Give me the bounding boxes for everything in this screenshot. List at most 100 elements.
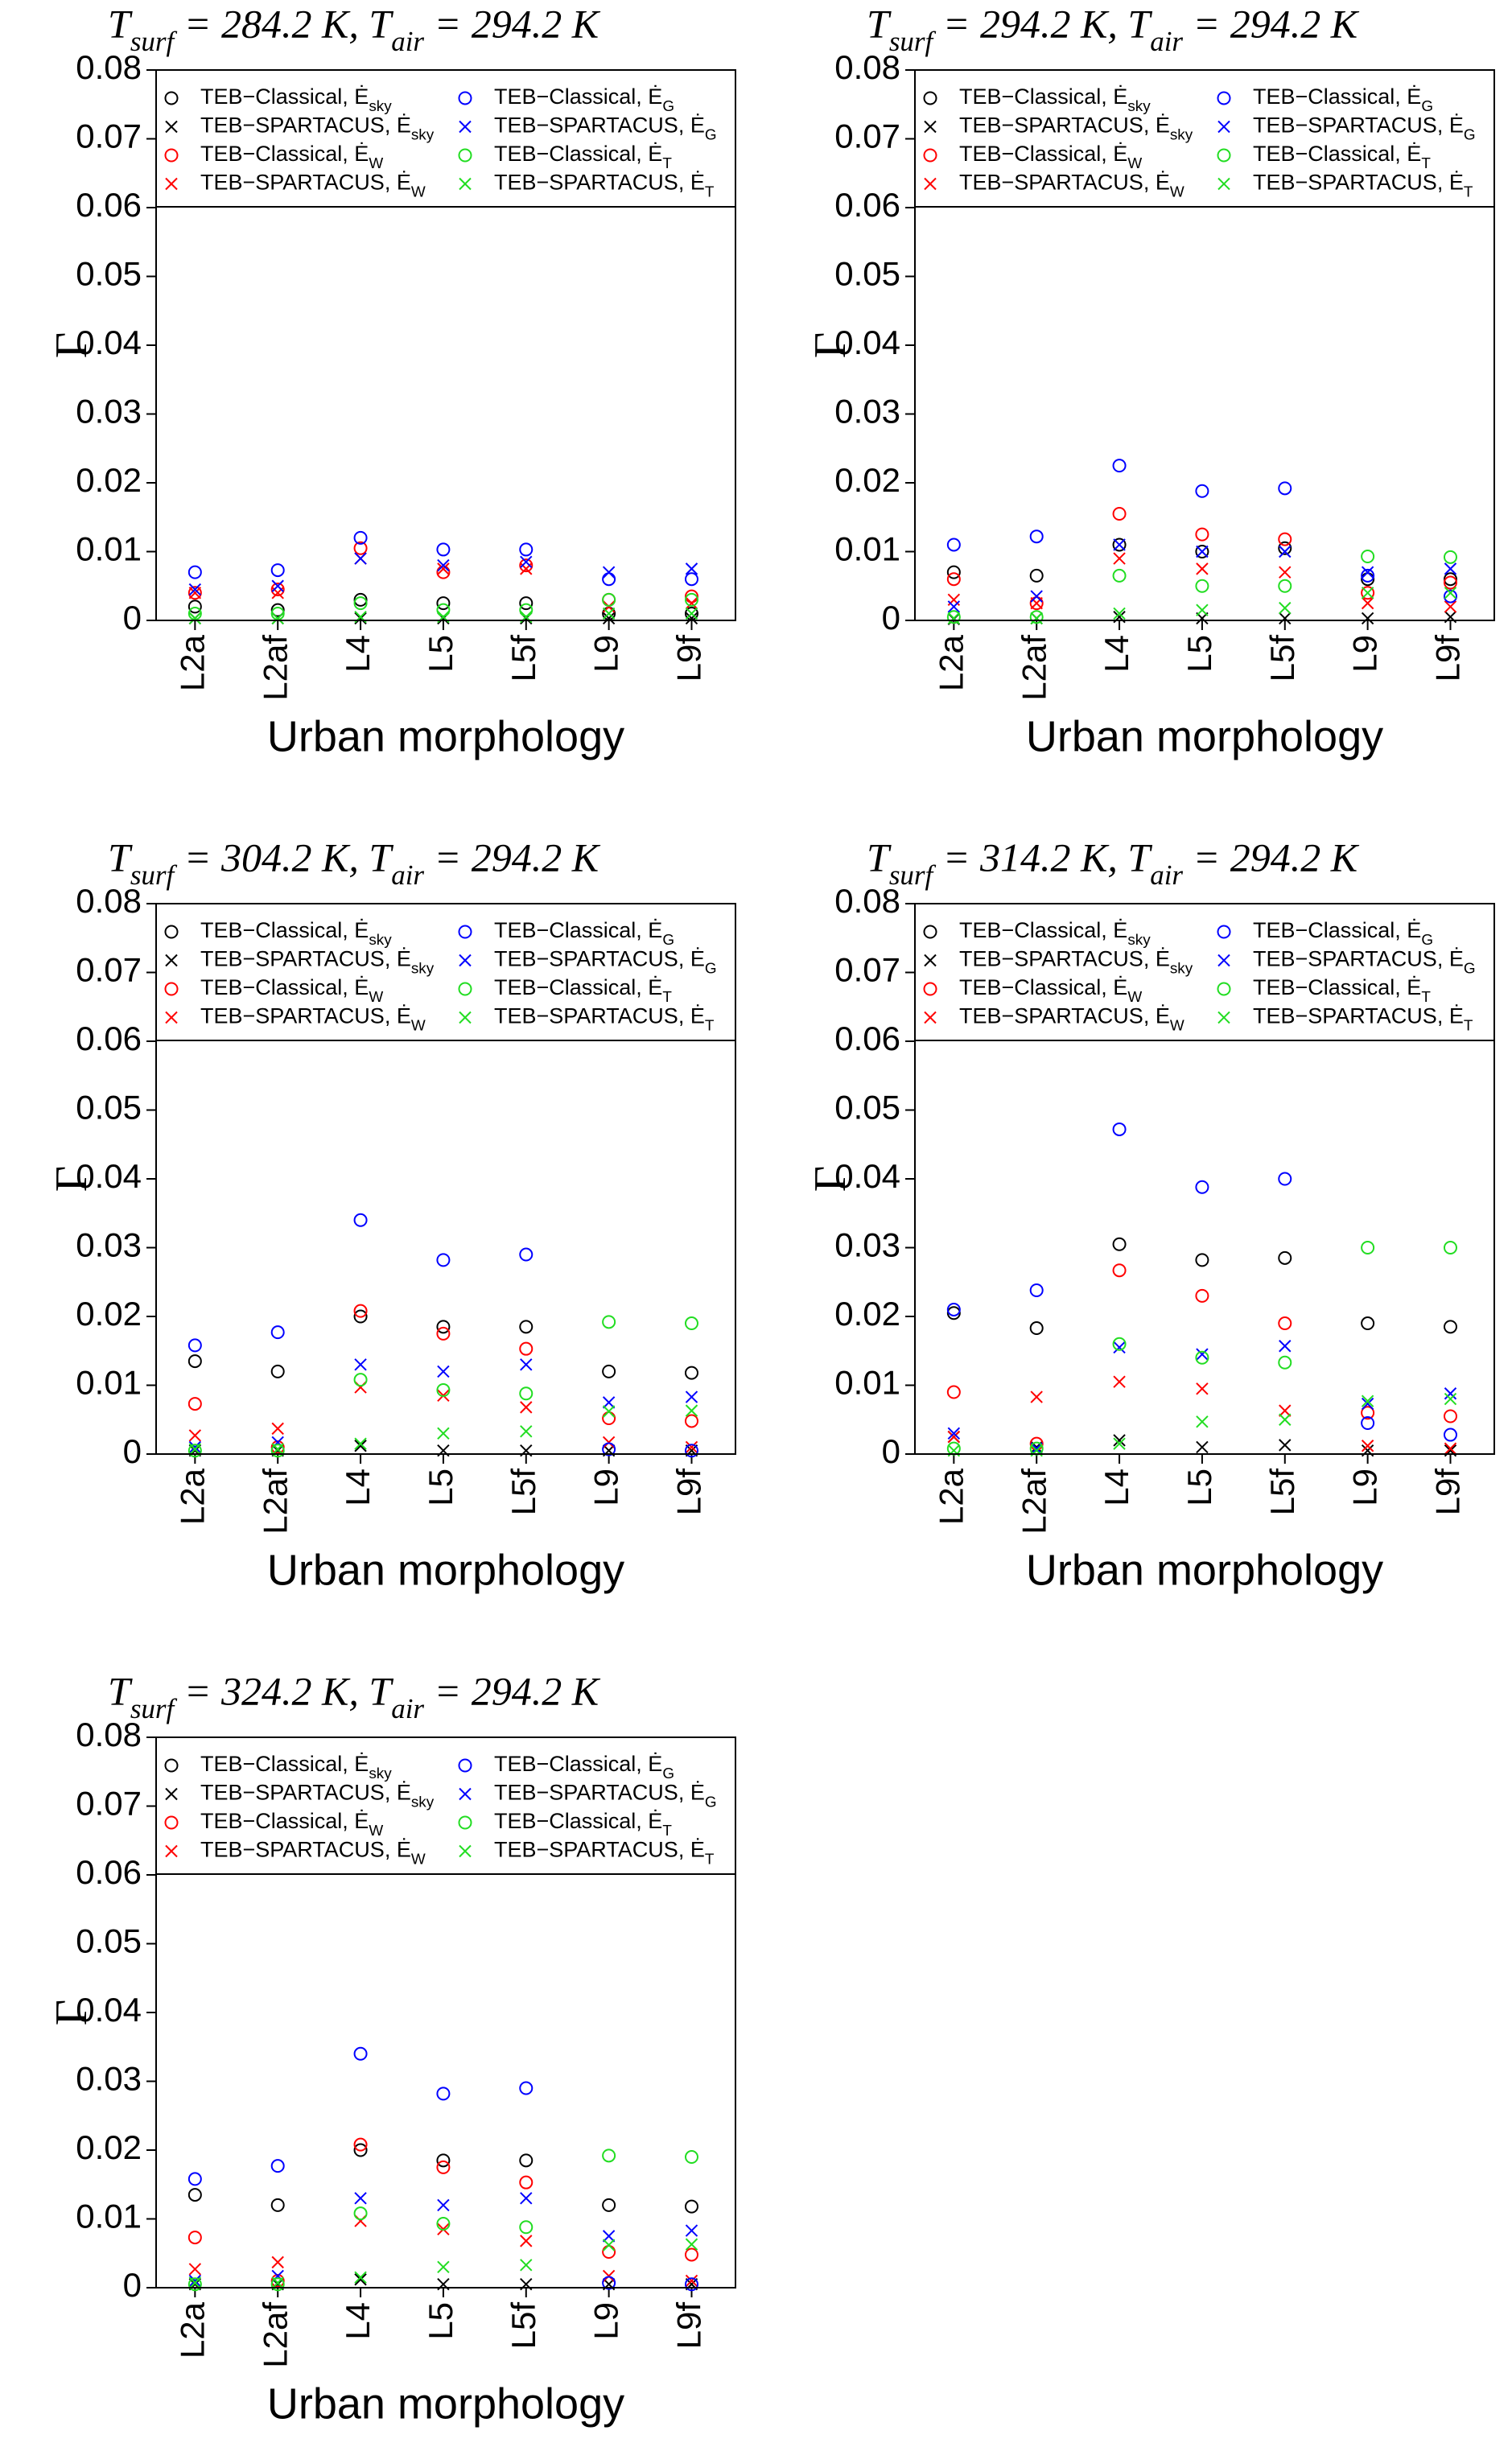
y-tick-label: 0.04 — [834, 1157, 900, 1195]
y-tick-label: 0 — [123, 599, 142, 636]
data-point — [1196, 545, 1209, 558]
legend-marker — [459, 177, 472, 191]
data-point — [520, 1401, 533, 1414]
data-point — [270, 1444, 285, 1458]
legend-marker — [164, 148, 179, 163]
y-tick-label: 0.04 — [76, 323, 142, 361]
data-point — [1195, 579, 1209, 593]
data-point — [188, 587, 202, 599]
data-point — [270, 603, 285, 617]
data-point — [602, 607, 616, 620]
data-point — [684, 1316, 698, 1331]
chart-title: Tsurf = 314.2 K, Tair = 294.2 K — [867, 834, 1360, 890]
data-point — [437, 1365, 450, 1378]
y-tick-label: 0.05 — [76, 255, 142, 293]
data-point — [1112, 1237, 1127, 1251]
legend-marker — [923, 982, 937, 996]
data-point — [187, 2277, 202, 2292]
data-point — [519, 1320, 534, 1334]
chart-title: Tsurf = 324.2 K, Tair = 294.2 K — [108, 1668, 601, 1724]
legend-marker — [1217, 982, 1231, 996]
data-point — [519, 1386, 534, 1401]
data-point — [684, 1414, 698, 1428]
data-point — [1195, 545, 1209, 558]
data-point — [602, 2230, 616, 2243]
data-point — [684, 592, 698, 607]
data-point — [271, 579, 284, 592]
plot-frame — [155, 903, 736, 1455]
data-point — [946, 1441, 961, 1456]
x-tick-label: L5f — [505, 1469, 542, 1516]
data-point — [946, 1385, 961, 1399]
data-point — [353, 541, 368, 555]
data-point — [684, 2247, 698, 2262]
x-axis-label: Urban morphology — [267, 2379, 624, 2428]
legend-marker — [164, 1758, 179, 1773]
data-point — [187, 599, 202, 614]
data-point — [354, 2271, 367, 2284]
x-tick-label: L5 — [422, 1469, 459, 1506]
data-point — [1196, 1348, 1209, 1361]
data-point — [685, 596, 698, 610]
data-point — [354, 1358, 367, 1371]
data-point — [187, 1338, 202, 1353]
y-tick-label: 0.08 — [834, 48, 900, 86]
y-tick-label: 0.06 — [834, 186, 900, 224]
legend-marker — [459, 1844, 472, 1858]
legend-marker — [165, 1011, 178, 1024]
data-point — [188, 1440, 202, 1454]
data-point — [1361, 1397, 1374, 1411]
x-tick-label: L9 — [1346, 635, 1384, 673]
data-point — [685, 2238, 698, 2251]
data-point — [271, 2276, 284, 2289]
data-point — [519, 2153, 534, 2168]
data-point — [602, 2239, 616, 2251]
data-point — [270, 563, 285, 578]
data-point — [270, 2273, 285, 2288]
data-point — [270, 2198, 285, 2212]
y-tick-label: 0.06 — [76, 186, 142, 224]
data-point — [187, 2172, 202, 2186]
data-point — [1443, 1427, 1457, 1442]
y-tick-label: 0.03 — [834, 393, 900, 431]
data-point — [353, 592, 368, 607]
data-point — [436, 2153, 451, 2168]
data-point — [1029, 610, 1044, 624]
x-tick-label: L2af — [1015, 635, 1053, 701]
data-point — [436, 1326, 451, 1341]
x-tick-label: L5f — [1263, 635, 1301, 682]
data-point — [436, 2216, 451, 2231]
data-point — [188, 612, 202, 625]
data-point — [436, 1320, 451, 1334]
data-point — [271, 2256, 284, 2269]
y-tick-label: 0.01 — [76, 2198, 142, 2235]
data-point — [1444, 1392, 1457, 1406]
data-point — [684, 2277, 698, 2292]
data-point — [602, 2198, 616, 2212]
y-axis-label: Γ — [47, 1166, 97, 1192]
x-tick-label: L2a — [173, 634, 211, 691]
x-tick-label: L9 — [1346, 1469, 1384, 1506]
legend-marker — [1217, 954, 1230, 967]
y-tick-label: 0.03 — [76, 1226, 142, 1264]
legend-marker — [164, 925, 179, 939]
y-tick-label: 0.02 — [834, 461, 900, 499]
data-point — [1195, 527, 1209, 542]
data-point — [520, 2192, 533, 2205]
data-point — [187, 2231, 202, 2245]
data-point — [1278, 579, 1292, 593]
data-point — [1112, 1122, 1127, 1136]
data-point — [1196, 1440, 1209, 1454]
y-tick-label: 0.08 — [76, 1716, 142, 1753]
data-point — [1112, 506, 1127, 521]
data-point — [1112, 1263, 1127, 1278]
data-point — [602, 1315, 616, 1329]
data-point — [684, 606, 698, 620]
data-point — [684, 1366, 698, 1380]
y-tick-label: 0.06 — [76, 1853, 142, 1891]
data-point — [602, 566, 616, 579]
data-point — [353, 1373, 368, 1387]
legend-marker — [459, 1011, 472, 1024]
data-point — [354, 612, 367, 625]
